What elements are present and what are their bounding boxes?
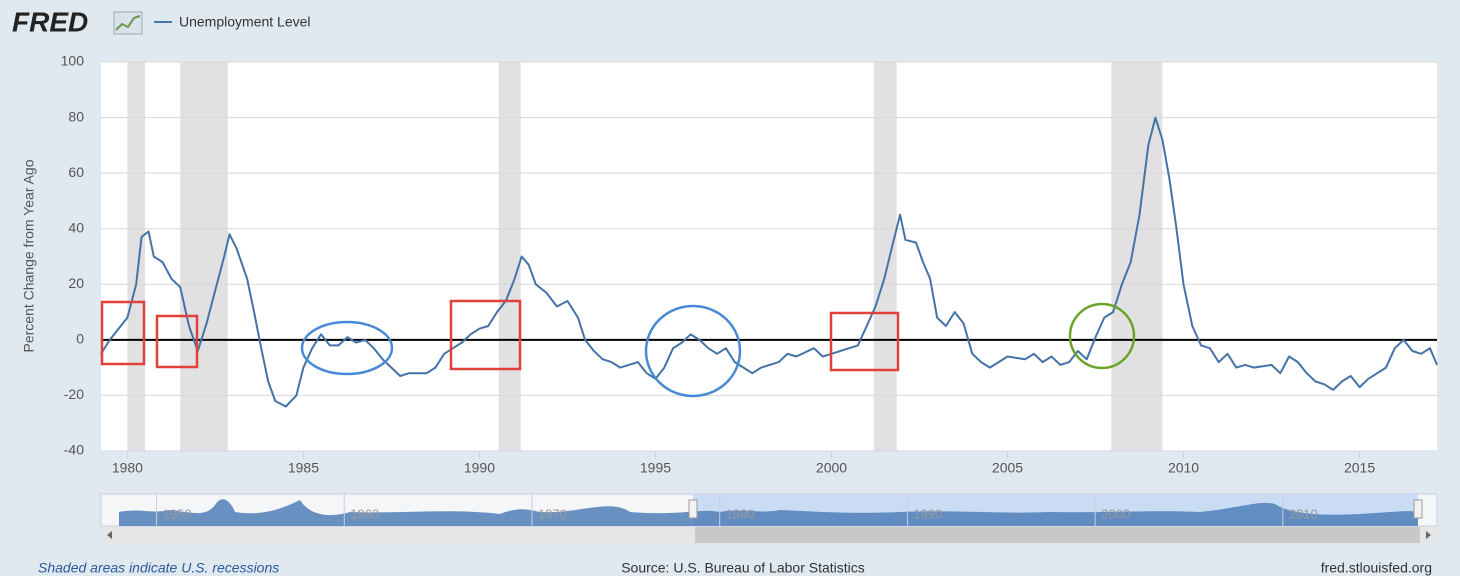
footer-note[interactable]: Shaded areas indicate U.S. recessions <box>38 560 279 576</box>
x-tick-label: 1995 <box>640 460 671 476</box>
site[interactable]: fred.stlouisfed.org <box>1321 560 1432 576</box>
annotations <box>100 299 1136 398</box>
navigator-label: 1960 <box>350 506 379 521</box>
x-tick-label: 2005 <box>992 460 1023 476</box>
navigator-handle[interactable] <box>688 499 698 519</box>
recession-band <box>498 62 521 451</box>
y-tick-label: -40 <box>64 442 84 458</box>
y-tick-label: 100 <box>61 53 85 69</box>
navigator-label: 1990 <box>913 506 942 521</box>
y-tick-label: 60 <box>68 164 84 180</box>
navigator-label: 1970 <box>538 506 567 521</box>
y-tick-label: 80 <box>68 108 84 124</box>
x-tick-label: 2010 <box>1168 460 1199 476</box>
source: Source: U.S. Bureau of Labor Statistics <box>621 560 865 576</box>
y-tick-label: 0 <box>76 331 84 347</box>
y-tick-label: -20 <box>64 386 84 402</box>
x-tick-label: 1990 <box>464 460 495 476</box>
recession-band <box>180 62 228 451</box>
navigator-label: 1950 <box>163 506 192 521</box>
y-axis-label: Percent Change from Year Ago <box>21 159 37 352</box>
recession-band <box>873 62 897 451</box>
x-tick-label: 1985 <box>288 460 319 476</box>
recession-band <box>127 62 146 451</box>
x-tick-label: 2015 <box>1344 460 1375 476</box>
navigator-label: 2000 <box>1101 506 1130 521</box>
navigator-handle[interactable] <box>1413 499 1423 519</box>
navigator-label: 1980 <box>726 506 755 521</box>
plot-area <box>101 62 1437 451</box>
legend-label: Unemployment Level <box>179 14 311 30</box>
y-tick-label: 20 <box>68 275 84 291</box>
y-tick-label: 40 <box>68 219 84 235</box>
logo: FRED <box>12 6 88 37</box>
x-tick-label: 2000 <box>816 460 847 476</box>
navigator-label: 2010 <box>1289 506 1318 521</box>
x-tick-label: 1980 <box>112 460 143 476</box>
series-line <box>100 116 1438 408</box>
logo-icon <box>113 11 143 35</box>
navigator-series <box>119 499 1418 526</box>
scrollbar-thumb[interactable] <box>695 527 1420 543</box>
